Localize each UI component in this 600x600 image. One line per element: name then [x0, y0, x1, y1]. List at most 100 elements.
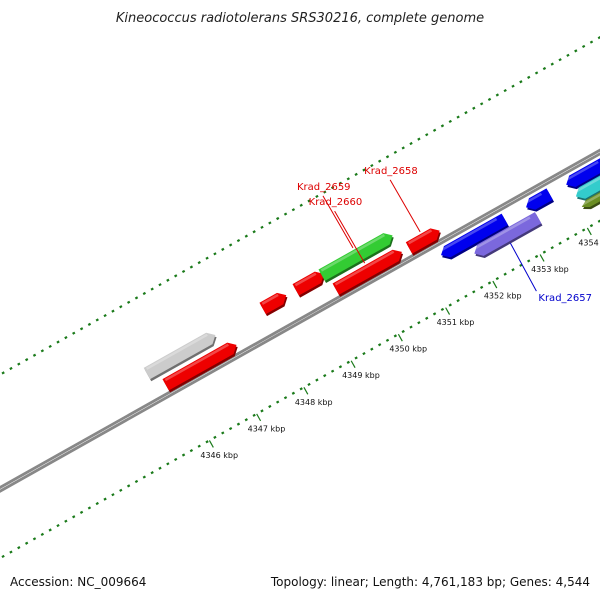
- gene-label[interactable]: Krad_2659: [297, 182, 351, 193]
- scale-ticks: 4346 kbp 4347 kbp 4348 kbp 4349 kbp 4350 kbp…: [200, 227, 600, 460]
- guide-dot: [597, 36, 600, 40]
- scale-tick: [397, 333, 403, 342]
- guide-dot: [95, 318, 99, 322]
- gene-arrow-highlight: [440, 217, 498, 252]
- scale-tick: [492, 280, 498, 289]
- guide-dot: [142, 291, 147, 296]
- guide-dot: [189, 265, 194, 269]
- guide-dot: [142, 475, 146, 479]
- guide-dot: [48, 528, 52, 532]
- guide-dot: [354, 356, 358, 360]
- scale-tick-label: 4352 kbp: [484, 291, 522, 300]
- gene-arrow-highlight: [408, 229, 433, 245]
- gene-arrow[interactable]: [292, 271, 326, 298]
- label-leader-line: [322, 195, 354, 249]
- guide-dot: [252, 230, 256, 234]
- guide-dot: [291, 391, 296, 395]
- guide-dot: [519, 80, 523, 84]
- gene-arrow-highlight: [261, 293, 279, 305]
- guide-dot: [181, 453, 186, 457]
- gene-arrow-highlight: [574, 176, 600, 193]
- gene-arrow[interactable]: [162, 342, 238, 393]
- guide-dot: [111, 309, 115, 313]
- gene-arrow[interactable]: [143, 332, 217, 382]
- guide-dot: [56, 523, 60, 528]
- guide-dot: [362, 168, 366, 172]
- guide-dot: [166, 278, 170, 282]
- gene-label[interactable]: Krad_2657: [538, 293, 592, 304]
- guide-dot: [221, 431, 225, 435]
- guide-dot: [495, 93, 500, 97]
- guide-dot: [527, 75, 531, 79]
- scale-tick-label: 4350 kbp: [389, 345, 427, 354]
- gene-label[interactable]: Krad_2658: [364, 166, 418, 177]
- gene-arrow-body: [143, 332, 216, 380]
- guide-dot: [338, 365, 343, 369]
- guide-dot: [64, 336, 68, 340]
- guide-dot: [275, 400, 280, 404]
- guide-dot: [260, 225, 264, 229]
- guide-dot: [519, 263, 523, 267]
- guide-dot: [283, 396, 288, 400]
- guide-dot: [189, 448, 194, 453]
- scale-tick-label: 4351 kbp: [437, 318, 475, 327]
- guide-dot: [378, 159, 382, 163]
- gene-arrow[interactable]: [581, 180, 600, 210]
- gene-arrow-body: [332, 249, 402, 295]
- guide-dot: [1, 554, 5, 559]
- gene-arrow[interactable]: [440, 213, 510, 260]
- gene-label[interactable]: Krad_2660: [309, 197, 363, 208]
- scale-tick-label: 4354 kbp: [578, 238, 600, 247]
- scale-tick: [539, 254, 545, 262]
- guide-dot: [527, 259, 531, 263]
- guide-dot: [401, 329, 405, 334]
- guide-dot: [87, 506, 92, 510]
- guide-dot: [79, 510, 84, 514]
- guide-dot: [1, 371, 5, 375]
- guide-dot: [56, 340, 60, 344]
- gene-features: [143, 157, 600, 393]
- guide-dot: [574, 49, 578, 53]
- genome-summary-text: Topology: linear; Length: 4,761,183 bp; …: [270, 575, 590, 589]
- gene-arrow-body: [474, 212, 542, 256]
- guide-dot: [479, 285, 484, 289]
- gene-arrow[interactable]: [405, 228, 441, 256]
- guide-dot: [260, 409, 264, 413]
- guide-dot: [479, 102, 484, 106]
- gene-arrow[interactable]: [259, 292, 288, 317]
- guide-dot: [456, 299, 460, 303]
- guide-dot: [495, 276, 499, 281]
- guide-dot: [370, 347, 374, 351]
- guide-dot: [401, 146, 405, 150]
- guide-dot: [40, 532, 45, 537]
- scale-tick-label: 4348 kbp: [295, 398, 333, 407]
- guide-dot: [542, 250, 547, 254]
- guide-dot: [393, 334, 398, 338]
- gene-arrow[interactable]: [332, 249, 404, 297]
- guide-dot: [283, 212, 288, 216]
- guide-dot: [158, 466, 162, 470]
- guide-dot: [472, 290, 476, 294]
- gene-arrow[interactable]: [525, 188, 555, 212]
- gene-arrow[interactable]: [473, 212, 543, 258]
- guide-dot: [487, 281, 492, 285]
- gene-arrow[interactable]: [574, 167, 600, 201]
- guide-dot: [487, 97, 492, 101]
- guide-dot: [370, 163, 374, 168]
- gene-arrow-body: [526, 188, 553, 210]
- gene-arrow[interactable]: [565, 157, 600, 190]
- guide-dot: [32, 353, 37, 357]
- guide-dot: [32, 537, 37, 541]
- guide-dot: [134, 296, 139, 300]
- gene-arrow-highlight: [525, 192, 543, 204]
- guide-dot: [174, 274, 178, 278]
- guide-dot: [550, 62, 554, 66]
- guide-dot: [315, 194, 319, 199]
- guide-dot: [542, 66, 547, 71]
- guide-dot: [166, 462, 170, 466]
- gene-arrow[interactable]: [318, 233, 394, 283]
- guide-dot: [432, 312, 437, 316]
- guide-dot: [126, 484, 131, 488]
- gene-arrow-highlight: [565, 160, 599, 182]
